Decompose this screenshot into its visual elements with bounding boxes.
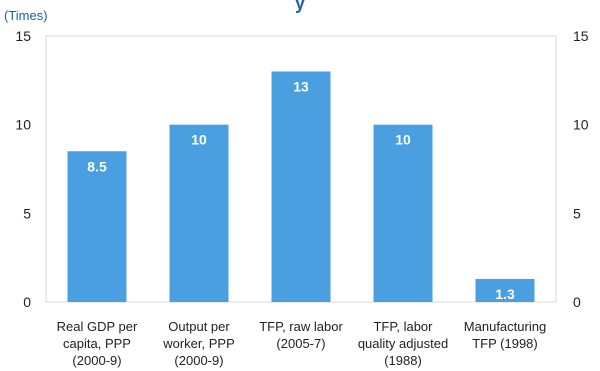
chart-title: y (295, 0, 305, 13)
category-label-line: TFP, labor (373, 319, 433, 334)
left-y-axis: 0 5 10 15 (15, 28, 31, 310)
y-tick-label-left: 15 (15, 28, 31, 44)
y-axis-unit-label: (Times) (4, 8, 48, 23)
bar (169, 124, 229, 303)
x-axis-categories: Real GDP per capita, PPP (2000-9)Output pe… (57, 319, 547, 368)
bar (67, 151, 127, 302)
y-tick-label-right: 5 (573, 205, 581, 221)
category-label-line: TFP, raw labor (259, 319, 343, 334)
category-label-line: worker, PPP (162, 336, 235, 351)
right-y-axis: 0 5 10 15 (573, 28, 589, 310)
bar-value-label: 10 (395, 132, 411, 148)
category-label-line: TFP (1998) (472, 336, 538, 351)
bar-value-label: 13 (293, 78, 309, 94)
category-label: Real GDP per capita, PPP (2000-9) (57, 319, 138, 368)
data-labels: 8.5 10 13 10 1.3 (87, 78, 515, 301)
y-tick-label-right: 10 (573, 117, 589, 133)
bar (271, 71, 331, 302)
y-tick-label-left: 10 (15, 117, 31, 133)
category-label-line: (1988) (384, 353, 422, 368)
bar (373, 124, 433, 303)
y-tick-label-right: 0 (573, 294, 581, 310)
category-label-line: Manufacturing (464, 319, 546, 334)
y-tick-label-left: 5 (23, 205, 31, 221)
category-label-line: (2000-9) (174, 353, 223, 368)
category-label: Manufacturing TFP (1998) (464, 319, 546, 351)
category-label-line: Real GDP per (57, 319, 138, 334)
category-label: TFP, labor quality adjusted (1988) (358, 319, 448, 368)
bar-value-label: 10 (191, 132, 207, 148)
bar-value-label: 8.5 (87, 158, 107, 174)
category-label-line: (2005-7) (276, 336, 325, 351)
category-label-line: capita, PPP (63, 336, 131, 351)
category-label: Output per worker, PPP (2000-9) (162, 319, 235, 368)
category-label-line: quality adjusted (358, 336, 448, 351)
category-label-line: (2000-9) (72, 353, 121, 368)
y-tick-label-right: 15 (573, 28, 589, 44)
y-tick-label-left: 0 (23, 294, 31, 310)
bar (475, 278, 535, 302)
bar-series (67, 71, 535, 303)
category-label: TFP, raw labor (2005-7) (259, 319, 343, 351)
bar-value-label: 1.3 (495, 286, 515, 302)
category-label-line: Output per (168, 319, 230, 334)
